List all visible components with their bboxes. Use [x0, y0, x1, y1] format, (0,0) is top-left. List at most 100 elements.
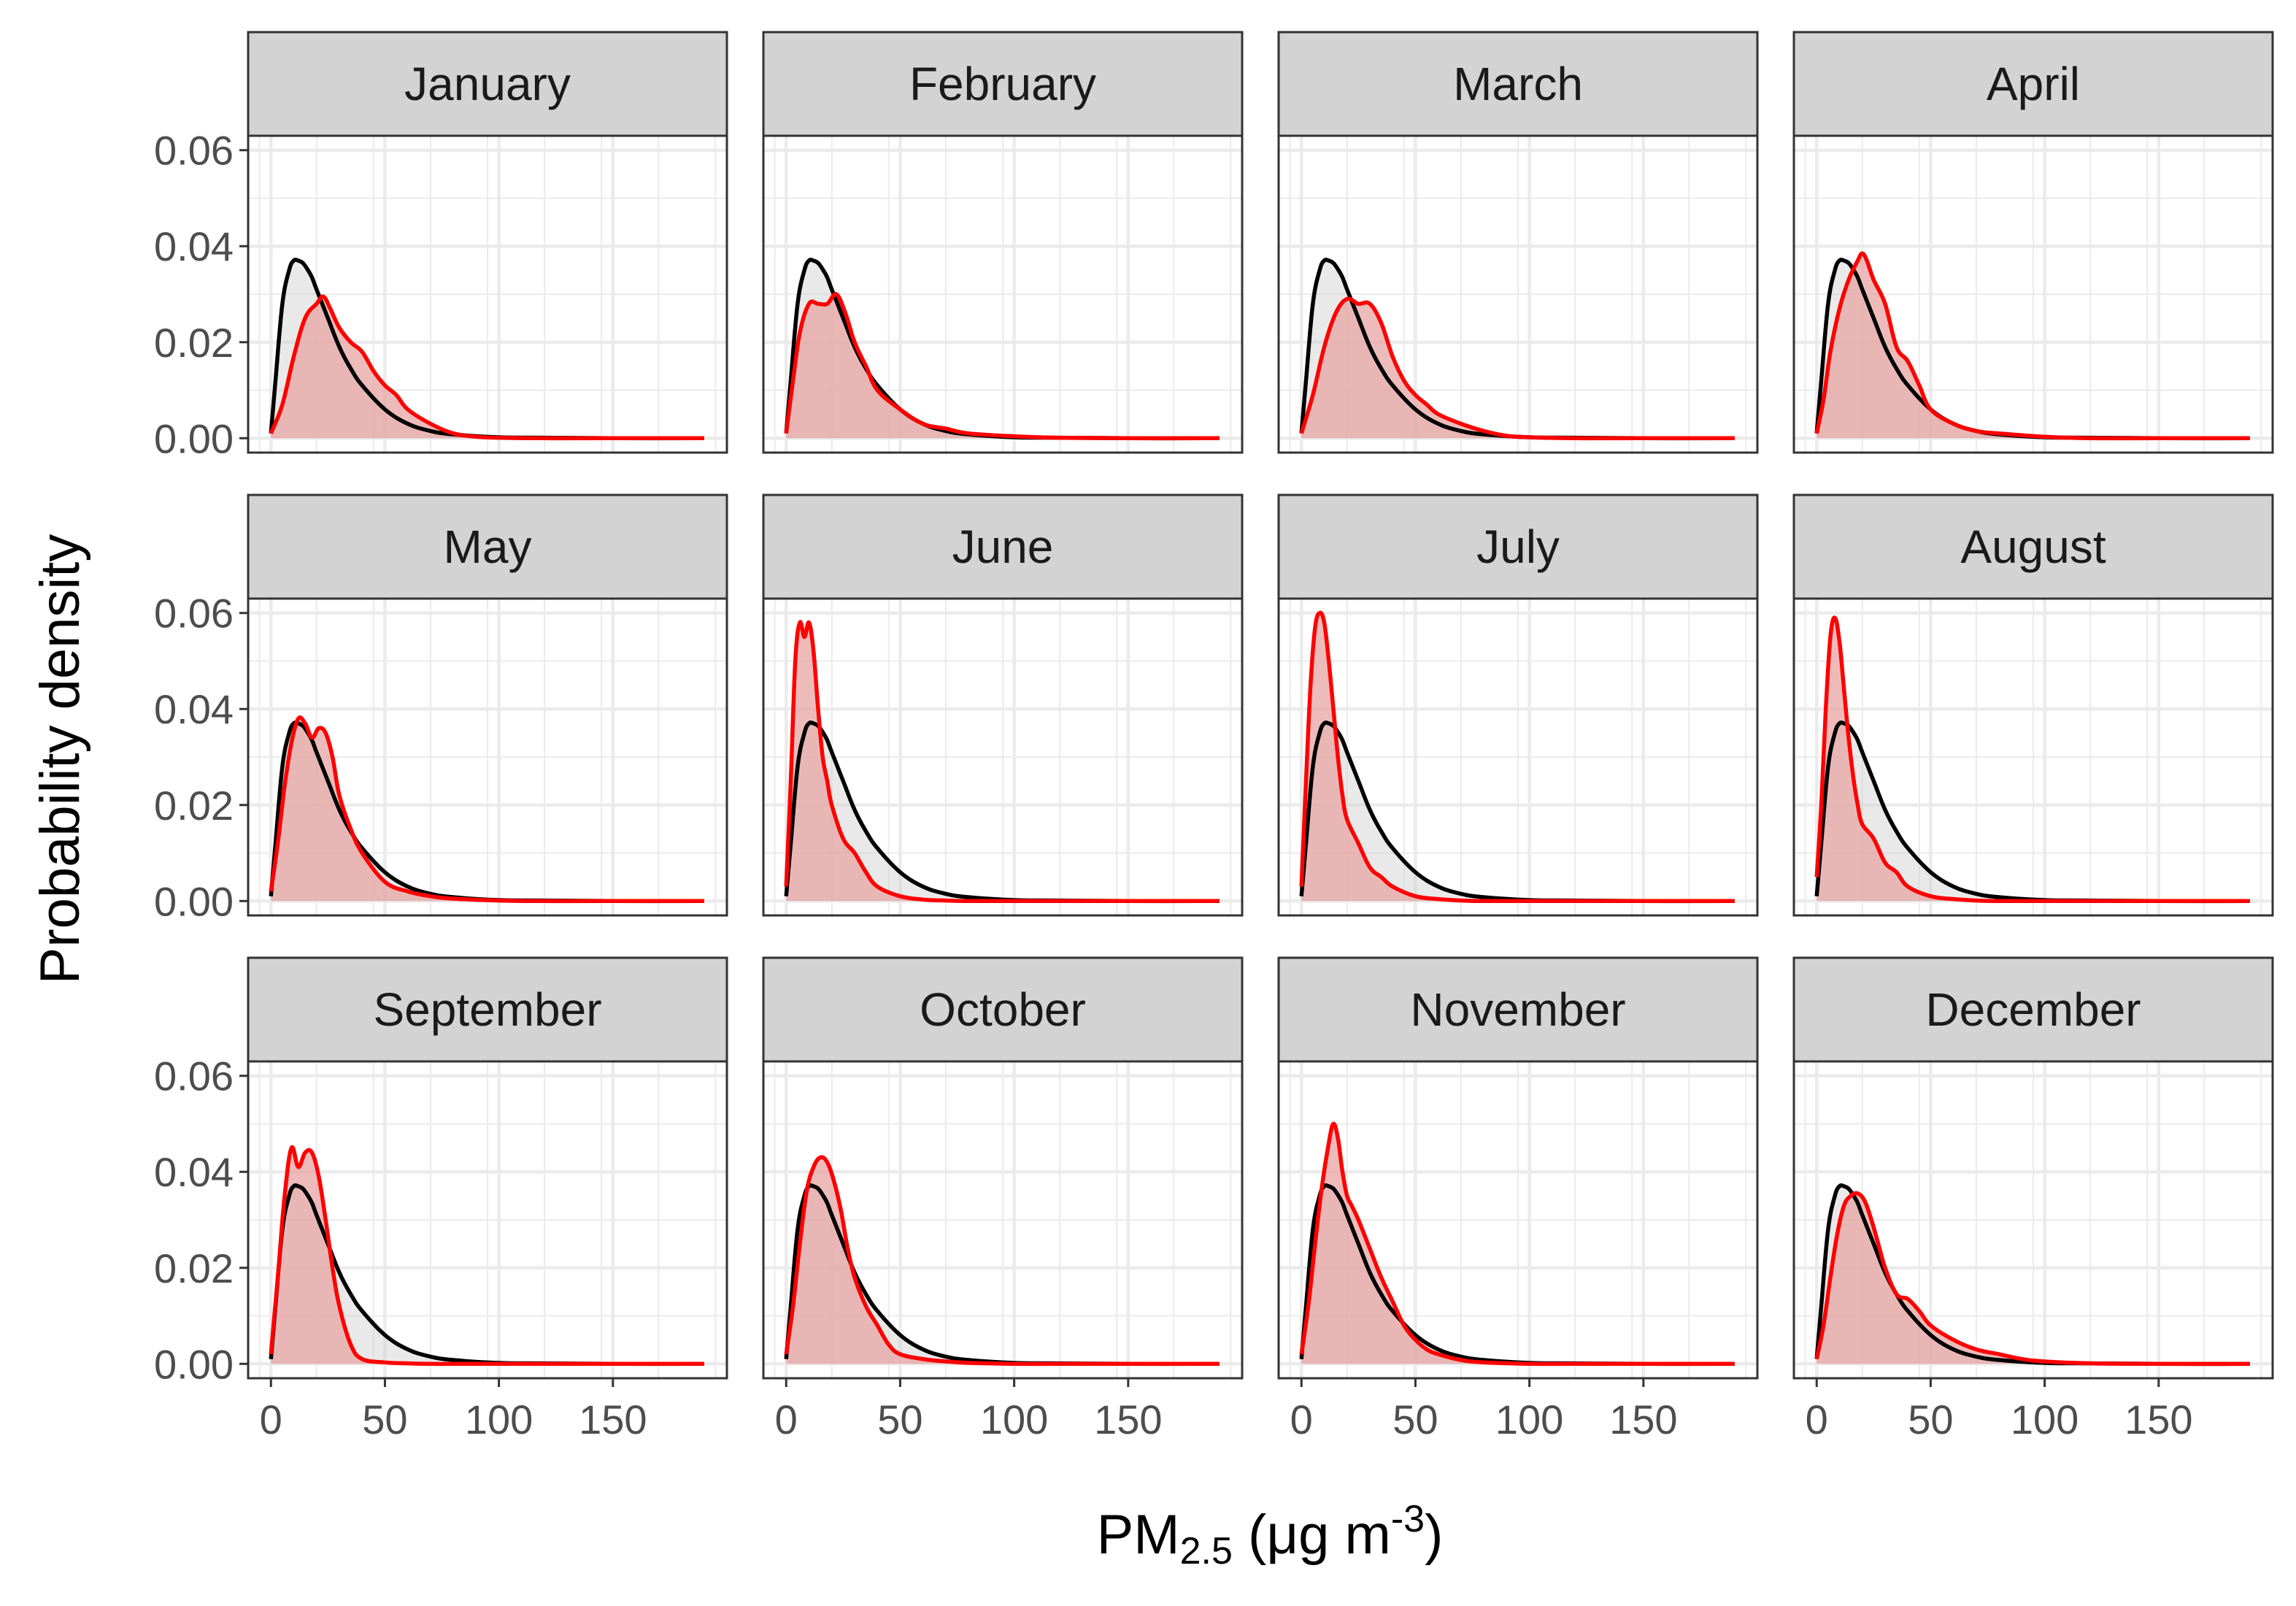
panel-border: [762, 1060, 1244, 1380]
facet-panel-november: November 0 50 100 150: [1277, 956, 1759, 1442]
facet-strip-label: November: [1410, 983, 1625, 1036]
x-tick-label: 50: [362, 1396, 407, 1442]
monthly-density-line: [1299, 296, 1735, 441]
panel-border: [247, 1060, 728, 1380]
monthly-density-line: [269, 294, 704, 441]
x-tick-label: 100: [1495, 1396, 1563, 1442]
y-tick-label: 0.00: [154, 1341, 234, 1387]
monthly-fill: [271, 1147, 704, 1364]
y-tick-label: 0.04: [154, 1149, 234, 1195]
panel-border: [762, 597, 1244, 917]
facet-panel-august: August: [1792, 493, 2274, 917]
facet-strip-label: January: [404, 58, 571, 110]
facet-strip-label: August: [1960, 520, 2106, 573]
facet-strip: [1792, 31, 2274, 137]
facet-panel-april: April: [1792, 31, 2274, 454]
x-tick-label: 150: [579, 1396, 647, 1442]
y-tick-label: 0.02: [154, 320, 234, 366]
facet-strip-label: April: [1987, 58, 2080, 110]
panel-border: [247, 134, 728, 454]
x-tick-label: 50: [1392, 1396, 1438, 1442]
facet-strip: [247, 956, 728, 1063]
x-axis-title-main: PM: [1097, 1504, 1180, 1566]
facet-strip: [1277, 493, 1759, 600]
y-tick-label: 0.06: [154, 128, 234, 174]
x-tick-label: 0: [1806, 1396, 1828, 1442]
facet-panel-october: October 0 50 100 150: [762, 956, 1244, 1442]
monthly-fill: [271, 717, 704, 902]
facet-panel-december: December 0 50 100 150: [1792, 956, 2274, 1442]
panel-border: [1277, 1060, 1759, 1380]
facet-strip-label: March: [1453, 58, 1583, 110]
facet-strip: [247, 493, 728, 600]
monthly-density-line: [1299, 1121, 1735, 1367]
monthly-density-line: [269, 715, 704, 904]
x-tick-label: 50: [877, 1396, 922, 1442]
panel-border: [247, 597, 728, 917]
facet-strip-label: October: [920, 983, 1086, 1036]
x-tick-label: 0: [260, 1396, 282, 1442]
panel-border: [1792, 134, 2274, 454]
panel-border: [1792, 1060, 2274, 1380]
x-axis-title-subscript: 2.5: [1180, 1530, 1233, 1572]
x-tick-label: 150: [2124, 1396, 2192, 1442]
x-tick-label: 0: [1290, 1396, 1313, 1442]
monthly-density-line: [784, 620, 1220, 904]
monthly-density-line: [1299, 610, 1735, 904]
monthly-fill: [1817, 253, 2250, 439]
facet-panel-may: May 0.00 0.02 0.04 0.06: [154, 493, 728, 924]
y-tick-label: 0.00: [154, 415, 234, 461]
x-axis-title-close: ): [1425, 1504, 1443, 1566]
y-tick-label: 0.06: [154, 591, 234, 637]
monthly-fill: [1817, 618, 2250, 902]
x-tick-label: 100: [2011, 1396, 2079, 1442]
facet-strip-label: July: [1476, 520, 1560, 573]
panel-border: [1277, 597, 1759, 917]
facet-panel-june: June: [762, 493, 1244, 917]
monthly-density-line: [1814, 251, 2250, 441]
x-tick-label: 50: [1908, 1396, 1953, 1442]
facet-panel-february: February: [762, 31, 1244, 454]
facet-strip: [762, 956, 1244, 1063]
facet-strip: [247, 31, 728, 137]
x-tick-label: 150: [1094, 1396, 1162, 1442]
x-tick-label: 100: [980, 1396, 1048, 1442]
x-tick-label: 150: [1609, 1396, 1677, 1442]
monthly-density-line: [784, 292, 1220, 441]
x-tick-label: 0: [775, 1396, 798, 1442]
panel-border: [1792, 597, 2274, 917]
y-tick-label: 0.04: [154, 686, 234, 732]
panel-border: [1277, 134, 1759, 454]
monthly-fill: [1301, 612, 1735, 902]
monthly-density-line: [784, 1155, 1220, 1367]
facet-panel-january: January 0.00 0.02 0.04 0.06: [154, 31, 728, 461]
monthly-density-line: [269, 1145, 704, 1367]
facet-strip-label: May: [444, 520, 532, 573]
facet-panel-september: September 0.00 0.02 0.04 0.06 0 50 100 150: [154, 956, 728, 1442]
facet-strip: [1792, 956, 2274, 1063]
monthly-fill: [1301, 1123, 1735, 1364]
x-axis-title-superscript: -3: [1391, 1498, 1425, 1540]
panel-border: [762, 134, 1244, 454]
y-tick-label: 0.00: [154, 878, 234, 924]
facet-strip: [762, 493, 1244, 600]
facet-strip: [1792, 493, 2274, 600]
facet-panel-july: July: [1277, 493, 1759, 917]
facet-strip-label: June: [952, 520, 1054, 573]
facet-strip-label: December: [1925, 983, 2141, 1036]
monthly-density-line: [1814, 1191, 2250, 1367]
facet-strip: [762, 31, 1244, 137]
y-tick-label: 0.02: [154, 1245, 234, 1291]
x-axis-title: PM2.5 (μg m-3): [1097, 1498, 1444, 1572]
y-tick-label: 0.06: [154, 1053, 234, 1099]
facet-grid: January 0.00 0.02 0.04 0.06 February March Apri…: [154, 31, 2274, 1442]
facet-strip-label: February: [909, 58, 1096, 110]
monthly-fill: [786, 622, 1220, 902]
facet-strip: [1277, 31, 1759, 137]
monthly-fill: [786, 1157, 1220, 1364]
monthly-density-line: [1814, 615, 2250, 904]
facet-strip-label: September: [373, 983, 601, 1036]
x-axis-title-unit: (μg m: [1233, 1504, 1391, 1566]
y-axis-title: Probability density: [29, 534, 91, 985]
